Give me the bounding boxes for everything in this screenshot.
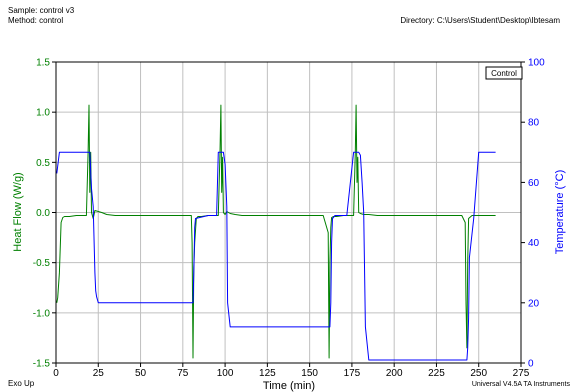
- x-tick-label: 275: [513, 368, 530, 379]
- x-tick-label: 225: [428, 368, 445, 379]
- y-right-tick-label: 60: [528, 178, 540, 189]
- y-left-tick-label: -0.5: [33, 258, 51, 269]
- y-axis-left-label: Heat Flow (W/g): [12, 172, 24, 251]
- series-line-temperature: [56, 151, 496, 361]
- exo-up-label: Exo Up: [8, 379, 35, 388]
- x-tick-label: 0: [53, 368, 59, 379]
- legend: Control: [485, 66, 523, 80]
- method-label: Method: control: [8, 16, 64, 25]
- y-left-tick-label: -1.0: [33, 308, 51, 319]
- y-left-tick-label: 1.5: [36, 58, 50, 69]
- series-layer: [56, 104, 496, 361]
- x-axis-label: Time (min): [263, 380, 315, 392]
- y-left-tick-label: 0.0: [36, 208, 50, 219]
- y-left-tick-label: 0.5: [36, 158, 50, 169]
- axis-ticks: 0 25 50 75 100 125 150 175 200 225 250 275-1.5-1.0-…: [33, 58, 545, 380]
- x-tick-label: 50: [135, 368, 147, 379]
- x-tick-label: 175: [344, 368, 361, 379]
- sample-label: Sample: control v3: [8, 6, 75, 15]
- instrument-label: Universal V4.5A TA Instruments: [472, 381, 571, 388]
- x-tick-label: 250: [470, 368, 487, 379]
- grid-lines: [56, 62, 521, 363]
- legend-entry-control: Control: [491, 69, 517, 78]
- y-right-tick-label: 0: [528, 359, 534, 370]
- series-line-heat-flow: [56, 104, 496, 359]
- x-tick-label: 100: [217, 368, 234, 379]
- x-tick-label: 125: [259, 368, 276, 379]
- x-tick-label: 25: [93, 368, 105, 379]
- y-left-tick-label: 1.0: [36, 108, 50, 119]
- y-axis-right-label: Temperature (°C): [554, 170, 566, 254]
- x-tick-label: 150: [301, 368, 318, 379]
- y-left-tick-label: -1.5: [33, 359, 51, 370]
- y-right-tick-label: 20: [528, 298, 540, 309]
- y-right-tick-label: 100: [528, 58, 545, 69]
- legend-box: [485, 66, 523, 80]
- x-tick-label: 200: [386, 368, 403, 379]
- y-right-tick-label: 80: [528, 118, 540, 129]
- y-right-tick-label: 40: [528, 238, 540, 249]
- directory-label: Directory: C:\Users\Student\Desktop\Ibte…: [400, 16, 560, 25]
- x-tick-label: 75: [177, 368, 189, 379]
